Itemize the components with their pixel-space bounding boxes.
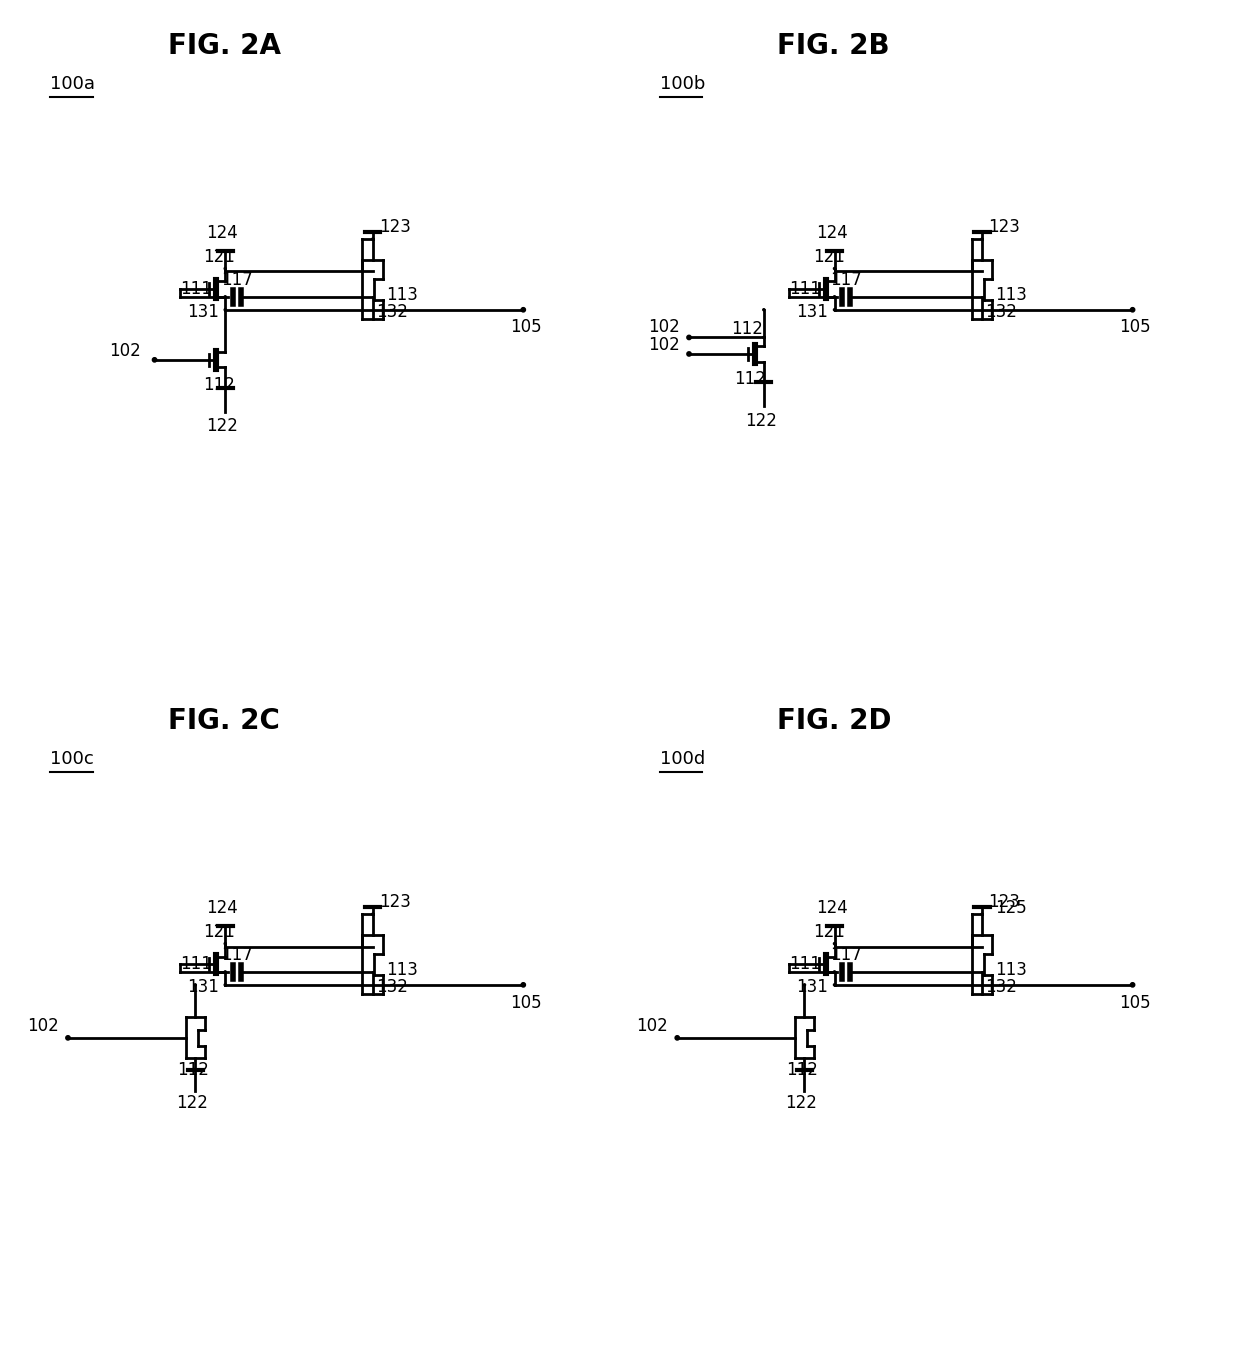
Circle shape	[833, 308, 836, 311]
Circle shape	[195, 984, 196, 986]
Text: 131: 131	[796, 303, 828, 321]
Circle shape	[981, 913, 983, 916]
Text: 102: 102	[647, 336, 680, 354]
Text: FIG. 2A: FIG. 2A	[169, 32, 281, 59]
Circle shape	[224, 971, 226, 973]
Text: 111: 111	[789, 280, 821, 298]
Text: 122: 122	[206, 417, 238, 436]
Circle shape	[833, 984, 836, 986]
Text: 123: 123	[988, 894, 1019, 912]
Text: 102: 102	[109, 341, 141, 361]
Text: 131: 131	[796, 978, 828, 995]
Text: FIG. 2C: FIG. 2C	[169, 706, 280, 735]
Text: 123: 123	[378, 894, 410, 912]
Text: 105: 105	[1118, 318, 1151, 336]
Text: 123: 123	[988, 218, 1019, 236]
Text: 105: 105	[1118, 994, 1151, 1012]
Circle shape	[763, 308, 765, 311]
Circle shape	[833, 250, 836, 252]
Circle shape	[224, 308, 226, 311]
Text: 117: 117	[831, 946, 862, 964]
Text: 124: 124	[816, 899, 847, 917]
Circle shape	[833, 925, 836, 927]
Text: 117: 117	[221, 271, 253, 289]
Text: FIG. 2B: FIG. 2B	[777, 32, 890, 59]
Circle shape	[224, 925, 226, 927]
Circle shape	[763, 381, 765, 384]
Text: 105: 105	[510, 994, 542, 1012]
Text: 132: 132	[376, 303, 408, 321]
Circle shape	[372, 913, 373, 916]
Text: 100a: 100a	[51, 75, 95, 93]
Text: 132: 132	[985, 303, 1017, 321]
Text: 113: 113	[386, 961, 418, 979]
Text: 102: 102	[636, 1017, 668, 1035]
Text: 132: 132	[985, 978, 1017, 995]
Circle shape	[224, 267, 226, 270]
Text: 125: 125	[996, 899, 1027, 917]
Text: 102: 102	[27, 1017, 58, 1035]
Text: 112: 112	[786, 1061, 818, 1079]
Text: FIG. 2D: FIG. 2D	[777, 706, 892, 735]
Text: 124: 124	[206, 899, 238, 917]
Circle shape	[372, 239, 373, 240]
Text: 121: 121	[203, 248, 236, 266]
Text: 132: 132	[376, 978, 408, 995]
Circle shape	[224, 296, 226, 298]
Text: 111: 111	[180, 280, 212, 298]
Text: 112: 112	[732, 321, 764, 339]
Text: 102: 102	[647, 318, 680, 336]
Text: 121: 121	[812, 248, 844, 266]
Circle shape	[224, 250, 226, 252]
Text: 100b: 100b	[660, 75, 706, 93]
Text: 112: 112	[203, 376, 236, 393]
Circle shape	[833, 971, 836, 973]
Text: 113: 113	[996, 287, 1027, 304]
Text: 122: 122	[786, 1094, 817, 1112]
Text: 117: 117	[221, 946, 253, 964]
Text: 113: 113	[996, 961, 1027, 979]
Circle shape	[833, 942, 836, 945]
Text: 105: 105	[510, 318, 542, 336]
Circle shape	[833, 267, 836, 270]
Text: 121: 121	[812, 923, 844, 941]
Text: 122: 122	[745, 411, 776, 429]
Text: 100c: 100c	[51, 750, 94, 768]
Text: 123: 123	[378, 218, 410, 236]
Circle shape	[195, 1069, 196, 1071]
Text: 117: 117	[831, 271, 862, 289]
Text: 131: 131	[187, 978, 218, 995]
Text: 112: 112	[734, 370, 766, 388]
Circle shape	[224, 984, 226, 986]
Circle shape	[981, 239, 983, 240]
Text: 124: 124	[206, 225, 238, 243]
Text: 100d: 100d	[660, 750, 704, 768]
Text: 131: 131	[187, 303, 218, 321]
Circle shape	[224, 387, 226, 389]
Text: 111: 111	[180, 956, 212, 973]
Text: 121: 121	[203, 923, 236, 941]
Circle shape	[804, 1069, 806, 1071]
Circle shape	[224, 942, 226, 945]
Text: 122: 122	[176, 1094, 208, 1112]
Text: 112: 112	[177, 1061, 208, 1079]
Text: 111: 111	[789, 956, 821, 973]
Text: 124: 124	[816, 225, 847, 243]
Text: 113: 113	[386, 287, 418, 304]
Circle shape	[804, 984, 806, 986]
Circle shape	[833, 296, 836, 298]
Circle shape	[763, 336, 765, 339]
